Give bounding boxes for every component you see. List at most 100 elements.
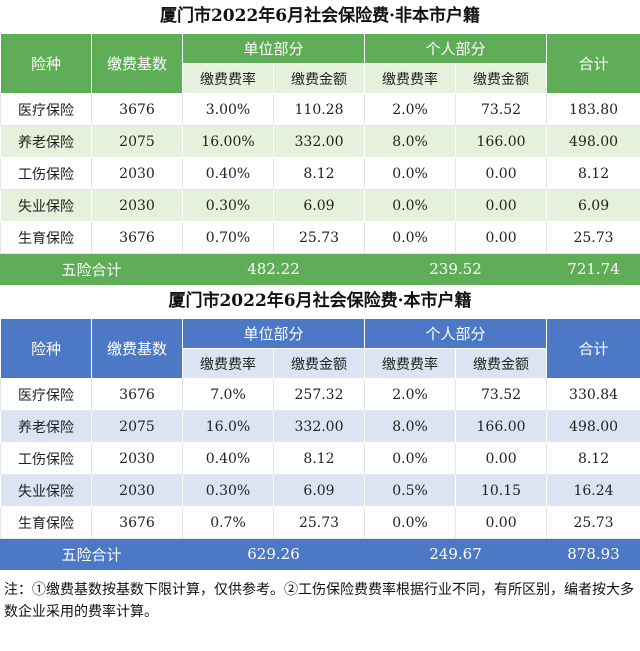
cell-employer-amount: 25.73 bbox=[272, 221, 366, 254]
total-row: 五险合计 629.26 249.67 878.93 bbox=[0, 538, 640, 570]
total-sum: 878.93 bbox=[546, 538, 640, 570]
header-type: 险种 bbox=[0, 318, 92, 379]
header-sum: 合计 bbox=[546, 33, 640, 94]
cell-employer-rate: 0.7% bbox=[182, 506, 274, 539]
table-row: 养老保险 2075 16.0% 332.00 8.0% 166.00 498.0… bbox=[0, 410, 640, 443]
cell-personal-rate: 2.0% bbox=[364, 378, 457, 411]
cell-personal-amount: 0.00 bbox=[455, 157, 548, 190]
cell-personal-rate: 0.0% bbox=[364, 157, 457, 190]
cell-type: 医疗保险 bbox=[0, 378, 92, 411]
header-employer-rate: 缴费费率 bbox=[182, 348, 274, 379]
cell-base: 2030 bbox=[91, 442, 183, 475]
header-personal: 个人部分 bbox=[364, 318, 548, 349]
cell-employer-rate: 0.30% bbox=[182, 474, 274, 507]
cell-personal-amount: 166.00 bbox=[455, 125, 548, 158]
cell-personal-rate: 0.5% bbox=[364, 474, 457, 507]
cell-type: 养老保险 bbox=[0, 125, 92, 158]
table-row: 医疗保险 3676 7.0% 257.32 2.0% 73.52 330.84 bbox=[0, 378, 640, 411]
cell-type: 生育保险 bbox=[0, 506, 92, 539]
header-base: 缴费基数 bbox=[91, 318, 183, 379]
cell-employer-amount: 6.09 bbox=[272, 189, 366, 222]
header-employer-amount: 缴费金额 bbox=[272, 348, 366, 379]
total-personal: 249.67 bbox=[364, 538, 548, 570]
cell-base: 3676 bbox=[91, 378, 183, 411]
cell-personal-amount: 10.15 bbox=[455, 474, 548, 507]
header-employer: 单位部分 bbox=[181, 318, 366, 349]
cell-employer-amount: 8.12 bbox=[272, 442, 366, 475]
header-personal-rate: 缴费费率 bbox=[364, 63, 457, 94]
cell-type: 失业保险 bbox=[0, 474, 92, 507]
header-personal: 个人部分 bbox=[364, 33, 548, 64]
cell-personal-rate: 8.0% bbox=[364, 125, 457, 158]
cell-employer-amount: 25.73 bbox=[272, 506, 366, 539]
cell-employer-amount: 257.32 bbox=[272, 378, 366, 411]
table-row: 工伤保险 2030 0.40% 8.12 0.0% 0.00 8.12 bbox=[0, 157, 640, 190]
header-sum: 合计 bbox=[546, 318, 640, 379]
cell-personal-rate: 0.0% bbox=[364, 506, 457, 539]
table-row: 养老保险 2075 16.00% 332.00 8.0% 166.00 498.… bbox=[0, 125, 640, 158]
total-row: 五险合计 482.22 239.52 721.74 bbox=[0, 253, 640, 285]
cell-employer-amount: 6.09 bbox=[272, 474, 366, 507]
cell-employer-amount: 110.28 bbox=[272, 93, 366, 126]
cell-base: 2030 bbox=[91, 189, 183, 222]
cell-personal-amount: 73.52 bbox=[455, 378, 548, 411]
total-employer: 629.26 bbox=[181, 538, 366, 570]
cell-employer-rate: 3.00% bbox=[182, 93, 274, 126]
header-personal-amount: 缴费金额 bbox=[455, 63, 548, 94]
header-personal-amount: 缴费金额 bbox=[455, 348, 548, 379]
insurance-table-local: 险种 缴费基数 单位部分 个人部分 合计 缴费费率 缴费金额 缴费费率 缴费金额… bbox=[0, 318, 640, 570]
cell-employer-rate: 0.40% bbox=[182, 157, 274, 190]
cell-employer-amount: 332.00 bbox=[272, 125, 366, 158]
cell-employer-rate: 7.0% bbox=[182, 378, 274, 411]
cell-employer-amount: 8.12 bbox=[272, 157, 366, 190]
total-personal: 239.52 bbox=[364, 253, 548, 285]
table-title-nonlocal: 厦门市2022年6月社会保险费·非本市户籍 bbox=[159, 6, 481, 26]
cell-sum: 8.12 bbox=[546, 157, 640, 190]
cell-type: 工伤保险 bbox=[0, 442, 92, 475]
cell-sum: 330.84 bbox=[546, 378, 640, 411]
cell-type: 养老保险 bbox=[0, 410, 92, 443]
cell-personal-rate: 0.0% bbox=[364, 221, 457, 254]
table-row: 生育保险 3676 0.70% 25.73 0.0% 0.00 25.73 bbox=[0, 221, 640, 254]
cell-sum: 16.24 bbox=[546, 474, 640, 507]
cell-sum: 6.09 bbox=[546, 189, 640, 222]
cell-personal-amount: 0.00 bbox=[455, 506, 548, 539]
cell-sum: 183.80 bbox=[546, 93, 640, 126]
table-row: 医疗保险 3676 3.00% 110.28 2.0% 73.52 183.80 bbox=[0, 93, 640, 126]
cell-employer-rate: 0.30% bbox=[182, 189, 274, 222]
cell-personal-amount: 0.00 bbox=[455, 442, 548, 475]
cell-employer-rate: 16.00% bbox=[182, 125, 274, 158]
cell-type: 医疗保险 bbox=[0, 93, 92, 126]
header-type: 险种 bbox=[0, 33, 92, 94]
table-title-local: 厦门市2022年6月社会保险费·本市户籍 bbox=[168, 291, 472, 311]
total-employer: 482.22 bbox=[181, 253, 366, 285]
total-sum: 721.74 bbox=[546, 253, 640, 285]
cell-base: 2075 bbox=[91, 125, 183, 158]
cell-employer-rate: 16.0% bbox=[182, 410, 274, 443]
cell-sum: 25.73 bbox=[546, 221, 640, 254]
footnote: 注：①缴费基数按基数下限计算，仅供参考。②工伤保险费费率根据行业不同，有所区别，… bbox=[4, 582, 634, 620]
cell-type: 生育保险 bbox=[0, 221, 92, 254]
cell-personal-rate: 2.0% bbox=[364, 93, 457, 126]
header-employer: 单位部分 bbox=[181, 33, 366, 64]
table-row: 失业保险 2030 0.30% 6.09 0.0% 0.00 6.09 bbox=[0, 189, 640, 222]
cell-personal-rate: 8.0% bbox=[364, 410, 457, 443]
cell-personal-amount: 0.00 bbox=[455, 189, 548, 222]
cell-type: 失业保险 bbox=[0, 189, 92, 222]
cell-sum: 25.73 bbox=[546, 506, 640, 539]
header-employer-amount: 缴费金额 bbox=[272, 63, 366, 94]
cell-employer-rate: 0.70% bbox=[182, 221, 274, 254]
cell-sum: 498.00 bbox=[546, 410, 640, 443]
cell-sum: 8.12 bbox=[546, 442, 640, 475]
cell-personal-amount: 73.52 bbox=[455, 93, 548, 126]
insurance-table-nonlocal: 险种 缴费基数 单位部分 个人部分 合计 缴费费率 缴费金额 缴费费率 缴费金额… bbox=[0, 33, 640, 285]
cell-base: 2075 bbox=[91, 410, 183, 443]
cell-base: 3676 bbox=[91, 506, 183, 539]
table-row: 生育保险 3676 0.7% 25.73 0.0% 0.00 25.73 bbox=[0, 506, 640, 539]
cell-personal-rate: 0.0% bbox=[364, 442, 457, 475]
table-row: 失业保险 2030 0.30% 6.09 0.5% 10.15 16.24 bbox=[0, 474, 640, 507]
cell-employer-amount: 332.00 bbox=[272, 410, 366, 443]
cell-employer-rate: 0.40% bbox=[182, 442, 274, 475]
cell-type: 工伤保险 bbox=[0, 157, 92, 190]
